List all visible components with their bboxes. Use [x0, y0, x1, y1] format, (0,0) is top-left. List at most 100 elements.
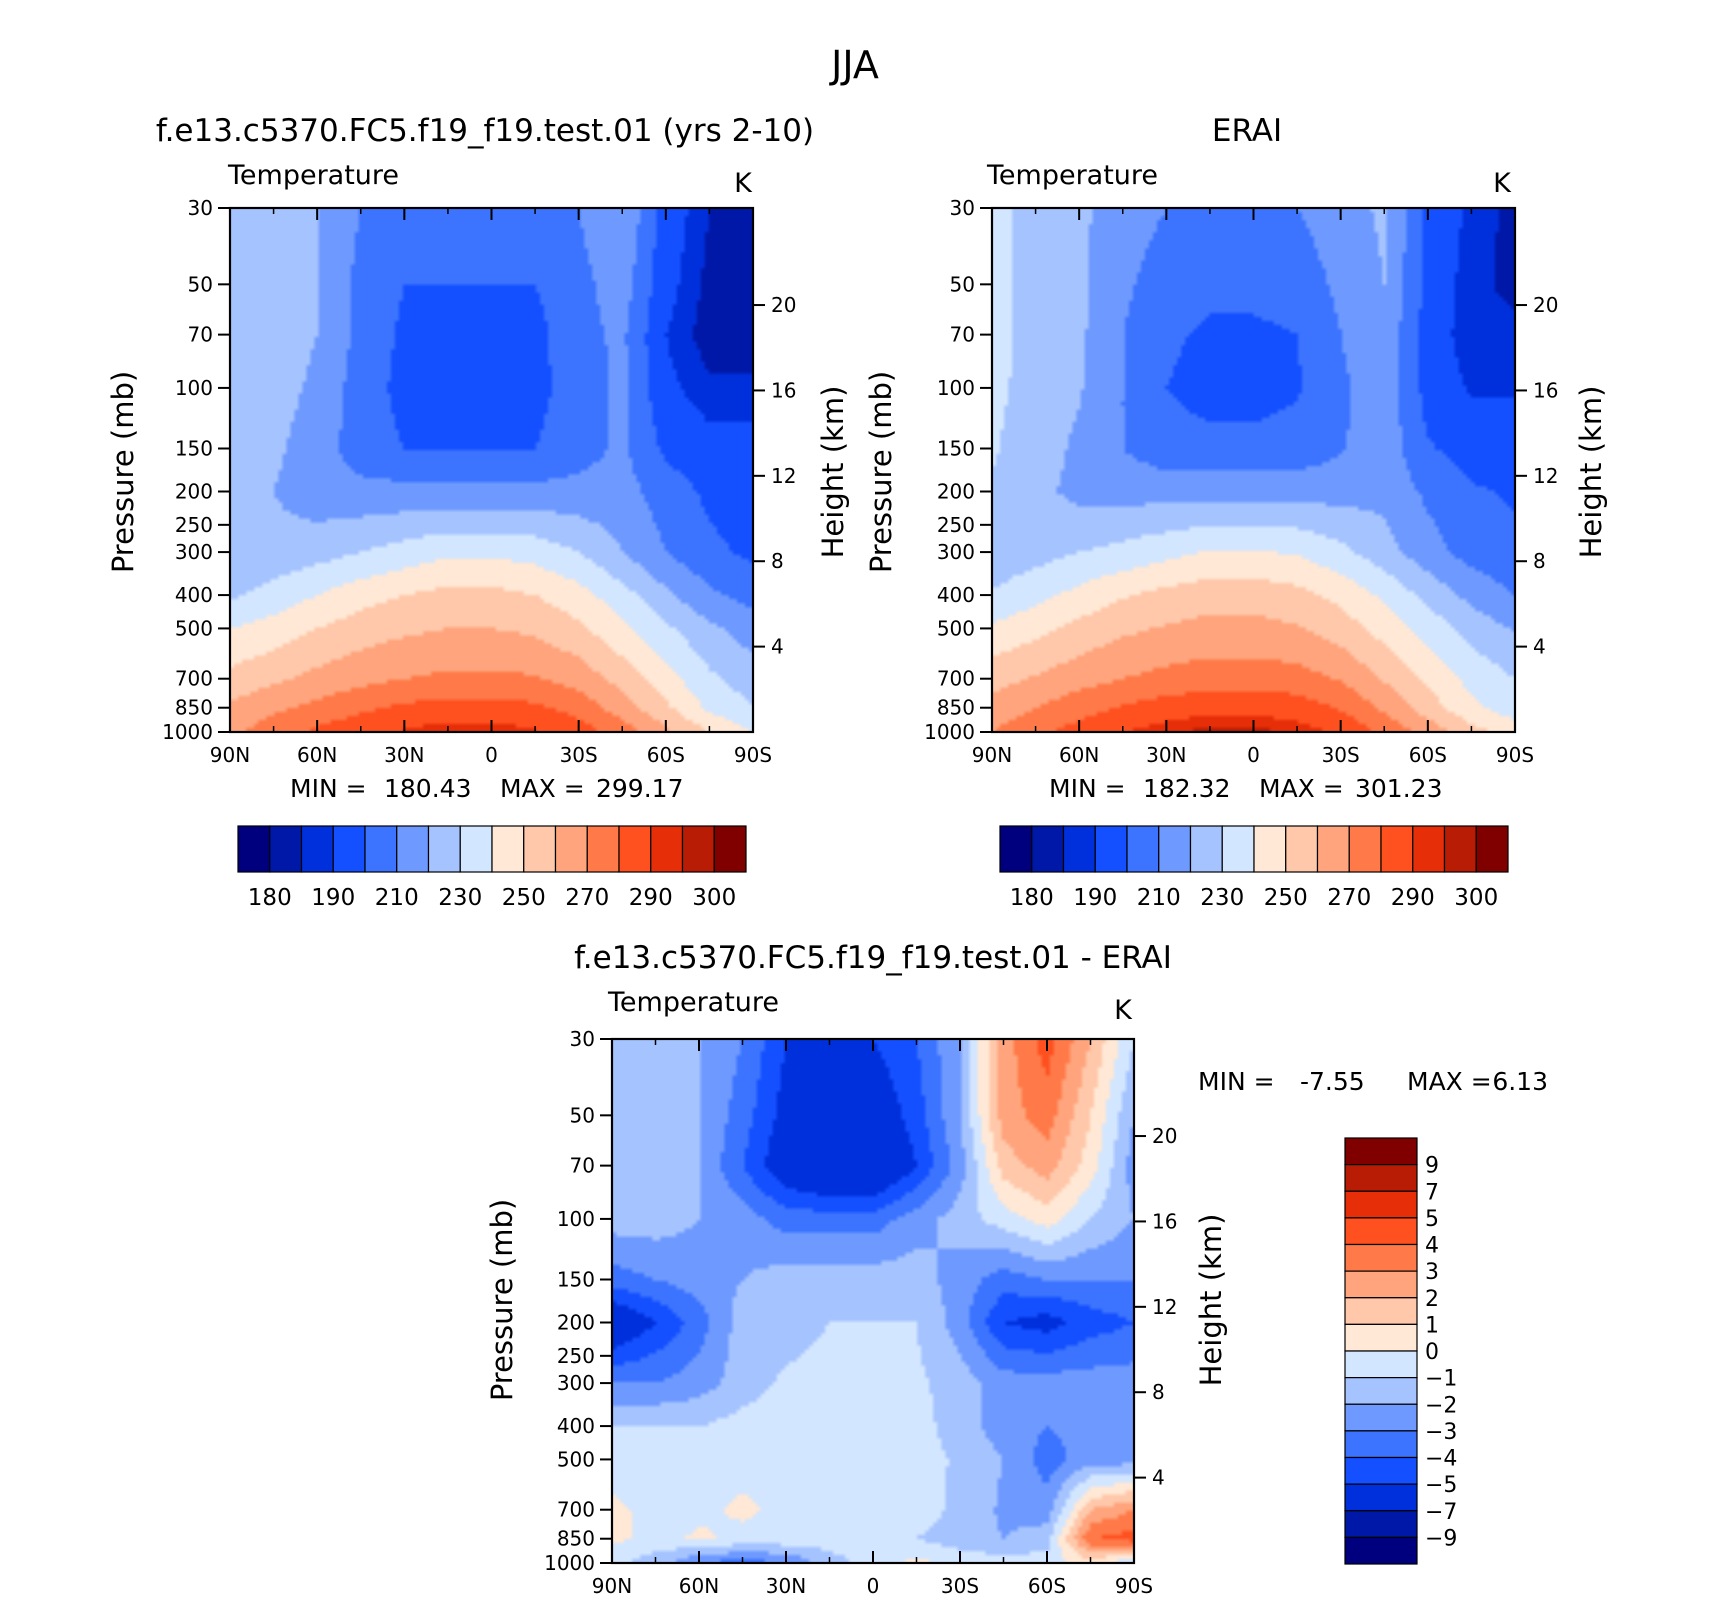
panel-diff-max-label: MAX =	[1407, 1067, 1492, 1096]
panel-diff-plot: 90N 60N 30N 0 30S 60S 90S 30 50 70 100 150 200 250 300…	[544, 1027, 1177, 1598]
diff-x-tick-label: 60S	[1028, 1574, 1066, 1598]
model-colorbar-box	[300, 825, 334, 873]
model-colorbar-box	[269, 825, 303, 873]
diff-colorbar-label: −4	[1425, 1447, 1457, 1472]
diff-colorbar-box	[1344, 1137, 1418, 1166]
model-x-tick-label: 60N	[297, 743, 337, 767]
obs-y-tick-label: 250	[937, 513, 975, 537]
panel-model-variable: Temperature	[227, 160, 399, 191]
diff-colorbar-box	[1344, 1377, 1418, 1405]
model-x-tick-label: 0	[485, 743, 498, 767]
model-y2-tick-label: 12	[771, 464, 796, 488]
panel-obs-plot: 90N 60N 30N 0 30S 60S 90S 30 50 70 100 150 200 250 300…	[924, 196, 1558, 767]
diff-y2-tick-label: 12	[1152, 1295, 1177, 1319]
diff-x-tick-label: 0	[867, 1574, 880, 1598]
diff-y2-tick-label: 20	[1152, 1124, 1177, 1148]
obs-y-tick-label: 500	[937, 616, 975, 640]
model-colorbar-box	[650, 825, 684, 873]
diff-colorbar-label: −7	[1425, 1500, 1457, 1525]
diff-colorbar-box	[1344, 1430, 1418, 1459]
obs-y-tick-label: 30	[950, 196, 975, 220]
model-colorbar-box	[427, 825, 461, 873]
diff-colorbar-label: 5	[1425, 1207, 1439, 1232]
model-y-tick-label: 700	[175, 667, 213, 691]
model-y2-tick-label: 8	[771, 549, 784, 573]
diff-colorbar-label: −3	[1425, 1420, 1457, 1445]
model-x-tick-label: 60S	[647, 743, 685, 767]
panel-obs-min-value: 182.32	[1143, 774, 1230, 803]
model-y2-tick-label: 16	[771, 378, 796, 402]
obs-colorbar-box	[1031, 825, 1065, 873]
obs-colorbar-box	[999, 825, 1033, 873]
diff-y-tick-label: 250	[557, 1344, 595, 1368]
diff-y-tick-label: 300	[557, 1371, 595, 1395]
diff-colorbar-box	[1344, 1403, 1418, 1432]
obs-x-tick-label: 0	[1247, 743, 1260, 767]
panel-obs-ylabel: Pressure (mb)	[864, 371, 898, 573]
diff-colorbar-label: −5	[1425, 1473, 1457, 1498]
panel-model-min-label: MIN =	[290, 774, 367, 803]
diff-y-tick-label: 50	[570, 1103, 595, 1127]
obs-y-tick-label: 1000	[924, 720, 975, 744]
diff-x-tick-label: 30N	[766, 1574, 806, 1598]
panel-model: f.e13.c5370.FC5.f19_f19.test.01 (yrs 2-1…	[106, 113, 850, 911]
panel-diff-min-value: -7.55	[1300, 1067, 1365, 1096]
panel-model-max-value: 299.17	[596, 774, 683, 803]
obs-y-tick-label: 400	[937, 583, 975, 607]
obs-colorbar-box	[1443, 825, 1477, 873]
obs-y2-tick-label: 20	[1533, 293, 1558, 317]
panel-diff-variable: Temperature	[607, 987, 779, 1018]
obs-contour-field	[992, 208, 1515, 732]
model-colorbar-box	[332, 825, 366, 873]
diff-colorbar-box	[1344, 1297, 1418, 1325]
diff-y-tick-label: 850	[557, 1527, 595, 1551]
obs-y-tick-label: 50	[950, 272, 975, 296]
obs-x-tick-label: 60S	[1409, 743, 1447, 767]
model-colorbar-label: 290	[629, 885, 673, 911]
obs-colorbar-label: 250	[1264, 885, 1308, 911]
model-y-tick-label: 70	[188, 323, 213, 347]
diff-colorbar-box	[1344, 1510, 1418, 1538]
obs-y-tick-label: 300	[937, 540, 975, 564]
model-colorbar-box	[618, 825, 652, 873]
obs-colorbar-box	[1380, 825, 1414, 873]
model-y-tick-label: 500	[175, 616, 213, 640]
obs-x-tick-label: 30S	[1322, 743, 1360, 767]
diff-colorbar-box	[1344, 1190, 1418, 1219]
obs-x-tick-label: 90N	[972, 743, 1012, 767]
diff-x-tick-label: 90N	[592, 1574, 632, 1598]
model-colorbar-box	[713, 825, 747, 873]
obs-y-tick-label: 100	[937, 376, 975, 400]
panel-model-stats: MIN = 180.43 MAX = 299.17	[290, 774, 683, 803]
model-colorbar-box	[586, 825, 620, 873]
diff-colorbar-box	[1344, 1323, 1418, 1352]
diff-y-tick-label: 150	[557, 1268, 595, 1292]
obs-colorbar-box	[1348, 825, 1382, 873]
panel-model-ylabel: Pressure (mb)	[106, 371, 140, 573]
model-colorbar-box	[554, 825, 588, 873]
panel-diff-ylabel: Pressure (mb)	[485, 1199, 519, 1401]
obs-x-tick-label: 90S	[1496, 743, 1534, 767]
model-y-tick-label: 300	[175, 540, 213, 564]
diff-y-tick-label: 1000	[544, 1551, 595, 1575]
obs-colorbar-box	[1475, 825, 1509, 873]
model-y-tick-label: 200	[175, 479, 213, 503]
obs-colorbar-box	[1094, 825, 1128, 873]
panel-obs-colorbar: 180 190 210 230 250 270 290 300	[999, 825, 1509, 911]
diff-colorbar-box	[1344, 1350, 1418, 1379]
panel-obs: ERAI Temperature K 90N 60N 30N 0 30S 60S 90S 30…	[864, 113, 1608, 911]
model-y-tick-label: 850	[175, 696, 213, 720]
panel-obs-case-title: ERAI	[1212, 113, 1282, 149]
model-y-tick-label: 250	[175, 513, 213, 537]
diff-colorbar-box	[1344, 1483, 1418, 1512]
model-colorbar-box	[523, 825, 557, 873]
diff-colorbar-label: 1	[1425, 1313, 1439, 1338]
diff-contour-field	[612, 1039, 1134, 1563]
model-colorbar-label: 300	[692, 885, 736, 911]
obs-colorbar-label: 180	[1010, 885, 1054, 911]
diff-y2-tick-label: 8	[1152, 1380, 1165, 1404]
model-colorbar-label: 250	[502, 885, 546, 911]
model-colorbar-box	[491, 825, 525, 873]
panel-model-case-title: f.e13.c5370.FC5.f19_f19.test.01 (yrs 2-1…	[156, 113, 814, 149]
obs-colorbar-box	[1316, 825, 1350, 873]
